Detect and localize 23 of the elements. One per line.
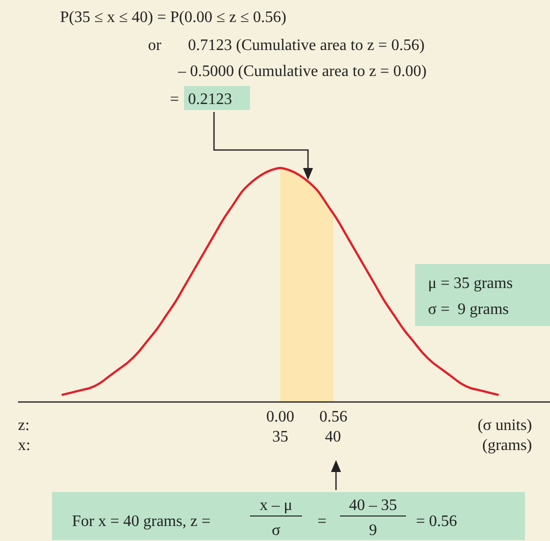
x-axis-title: (σ units) (478, 417, 532, 434)
x2-axis-title: (grams) (482, 437, 532, 454)
text: P(35 ≤ x ≤ 40) = P(0.00 ≤ z ≤ 0.56) (60, 9, 286, 26)
text: – 0.5000 (Cumulative area to z = 0.00) (177, 63, 427, 80)
x-tick-label: 0.56 (319, 408, 348, 426)
text: x – μ (260, 497, 292, 514)
text: 9 (369, 522, 377, 539)
text: z: (18, 417, 30, 434)
annotation: μ = 35 grams (428, 275, 513, 292)
text: 0.7123 (Cumulative area to z = 0.56) (188, 37, 425, 54)
text: 0.2123 (188, 91, 232, 108)
x2-tick-label: 40 (324, 428, 341, 446)
text: σ (272, 522, 281, 539)
x-tick-label: 0.00 (266, 408, 294, 426)
text: = (170, 91, 180, 108)
text: = (317, 513, 327, 530)
text: x: (18, 437, 30, 454)
text: 40 – 35 (349, 497, 397, 514)
text: or (148, 37, 162, 54)
text: = 0.56 (416, 513, 458, 530)
annotation: σ = 9 grams (428, 301, 509, 318)
x2-tick-label: 35 (272, 428, 288, 446)
text: For x = 40 grams, z = (72, 513, 210, 530)
